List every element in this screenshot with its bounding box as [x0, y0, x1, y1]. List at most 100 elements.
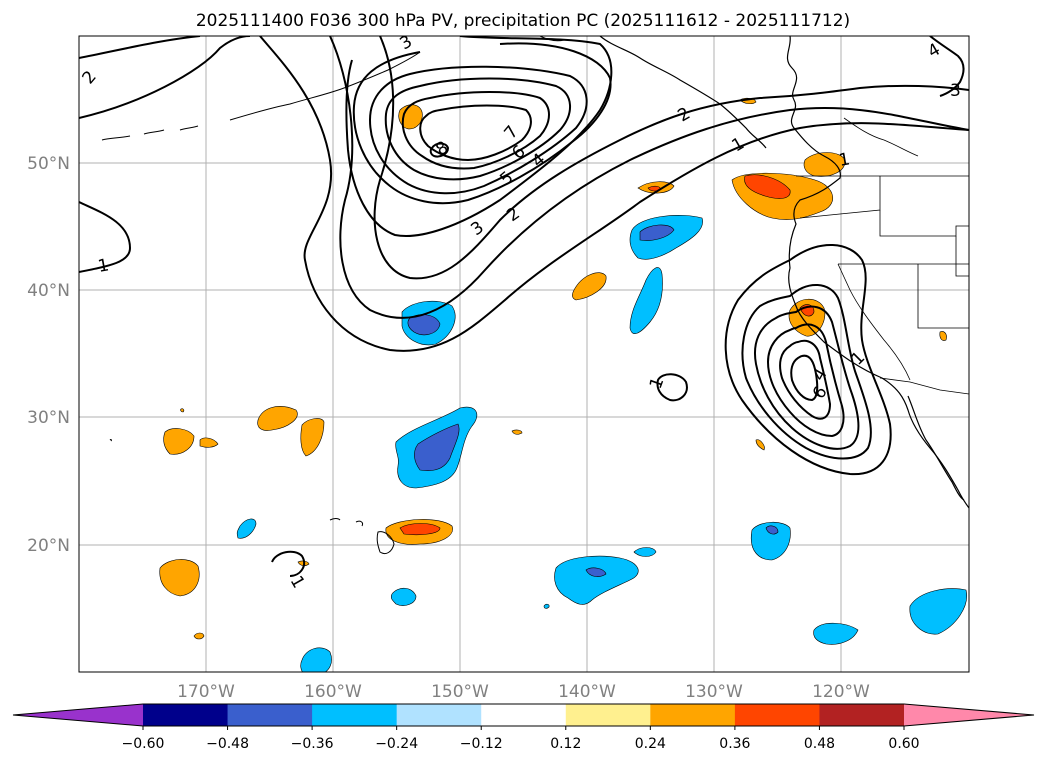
lon-label-120w: 120°W [812, 682, 870, 702]
pv-contours [79, 36, 969, 577]
pv-contour [929, 36, 965, 97]
lat-label-30n: 30°N [27, 408, 70, 428]
pv-contour [368, 65, 588, 195]
pv-contour [656, 373, 688, 402]
colorbar-segment [565, 704, 651, 726]
colorbar-tick-label: −0.60 [122, 736, 165, 752]
islet [109, 439, 112, 442]
colorbar-segment [143, 704, 229, 726]
colorbar-extend-low [13, 704, 143, 726]
lat-label-20n: 20°N [27, 536, 70, 556]
pv-contour [345, 36, 613, 237]
precip-area [159, 559, 200, 597]
colorbar-tick-label: 0.12 [550, 736, 581, 752]
precip-area [744, 174, 791, 199]
colorbar: −0.60 −0.48 −0.36 −0.24 −0.12 0.12 0.24 0.36 0.4… [12, 703, 1035, 752]
pv-contour [271, 550, 306, 577]
us-mexico-border [879, 377, 969, 395]
colorbar-segment [312, 704, 398, 726]
figure-title: 2025111400 F036 300 hPa PV, precipitatio… [196, 11, 850, 31]
aleutian-west [101, 125, 199, 141]
precipitation-field [159, 97, 967, 672]
lon-label-170w: 170°W [177, 682, 235, 702]
pv-contour [741, 283, 872, 460]
precip-area [939, 331, 947, 341]
pv-contour [329, 36, 969, 319]
pv-contour [419, 104, 532, 162]
precip-area [803, 152, 846, 177]
pv-contour [429, 142, 450, 158]
pv-contour [352, 42, 612, 205]
precip-area [407, 314, 441, 336]
pv-contour [779, 339, 832, 420]
alaska-panhandle-coast [599, 36, 767, 149]
colorbar-tick-label: −0.48 [206, 736, 249, 752]
colorbar-tick-label: 0.48 [804, 736, 835, 752]
precip-area [300, 418, 325, 457]
colorbar-segment [227, 704, 313, 726]
pv-contour [766, 323, 845, 438]
baja-peninsula-coast [907, 395, 965, 501]
colorbar-tick-label: −0.24 [375, 736, 418, 752]
precip-area [765, 525, 779, 535]
precip-area [543, 603, 550, 609]
pv-contour [79, 36, 201, 59]
precip-area [909, 588, 967, 635]
colorbar-tick-label: 0.60 [888, 736, 919, 752]
precip-area [390, 587, 417, 606]
lon-label-150w: 150°W [431, 682, 489, 702]
pv-contour [79, 36, 251, 119]
colorbar-extend-high [904, 704, 1034, 726]
precip-area [180, 408, 185, 413]
lon-label-130w: 130°W [685, 682, 743, 702]
precip-area [554, 555, 639, 605]
latitude-labels: 50°N 40°N 30°N 20°N [27, 154, 70, 556]
precip-area [755, 439, 765, 451]
pv-contour-label: 1 [837, 149, 851, 171]
precip-area [629, 267, 663, 334]
colorbar-tick-label: −0.12 [460, 736, 503, 752]
colorbar-tick-label: 0.24 [635, 736, 666, 752]
lat-label-40n: 40°N [27, 281, 70, 301]
lat-label-50n: 50°N [27, 154, 70, 174]
precip-area [163, 428, 195, 455]
map-background [79, 36, 969, 672]
lon-label-160w: 160°W [304, 682, 362, 702]
pv-contour [724, 244, 892, 476]
state-border [917, 264, 969, 329]
precip-area [257, 406, 298, 431]
pv-contour [79, 201, 132, 273]
state-border [799, 176, 881, 219]
precip-area [572, 272, 607, 301]
map-panel: 2 1 3 2 5 4 6 7 8 1 1 1 3 4 2 1 6 1 4 3 [27, 35, 970, 702]
precip-area [750, 521, 791, 561]
precip-area [300, 647, 332, 672]
pv-contour [401, 91, 550, 170]
colorbar-segment [650, 704, 736, 726]
colorbar-segment [481, 704, 567, 726]
state-border [879, 210, 969, 237]
precip-area [236, 518, 257, 539]
pv-contour-label: 1 [96, 255, 110, 277]
canada-province-border [843, 117, 919, 157]
hawaii-islands [329, 518, 395, 555]
precip-area [633, 547, 657, 557]
coastlines [101, 36, 969, 555]
longitude-labels: 170°W 160°W 150°W 140°W 130°W 120°W [177, 682, 870, 702]
map-frame [78, 35, 970, 673]
precip-area [585, 567, 607, 577]
pv-contour [790, 354, 819, 402]
precip-area [399, 523, 441, 536]
pv-contour-label: 3 [950, 81, 961, 101]
pv-contour [259, 36, 969, 352]
north-america-coast [786, 36, 969, 509]
precip-area [639, 224, 675, 241]
political-borders [796, 117, 969, 395]
lon-label-140w: 140°W [558, 682, 616, 702]
state-border [955, 236, 969, 277]
precip-area [193, 632, 205, 640]
precip-area [511, 429, 523, 435]
pv-contour [754, 305, 860, 450]
precip-area [199, 437, 219, 448]
